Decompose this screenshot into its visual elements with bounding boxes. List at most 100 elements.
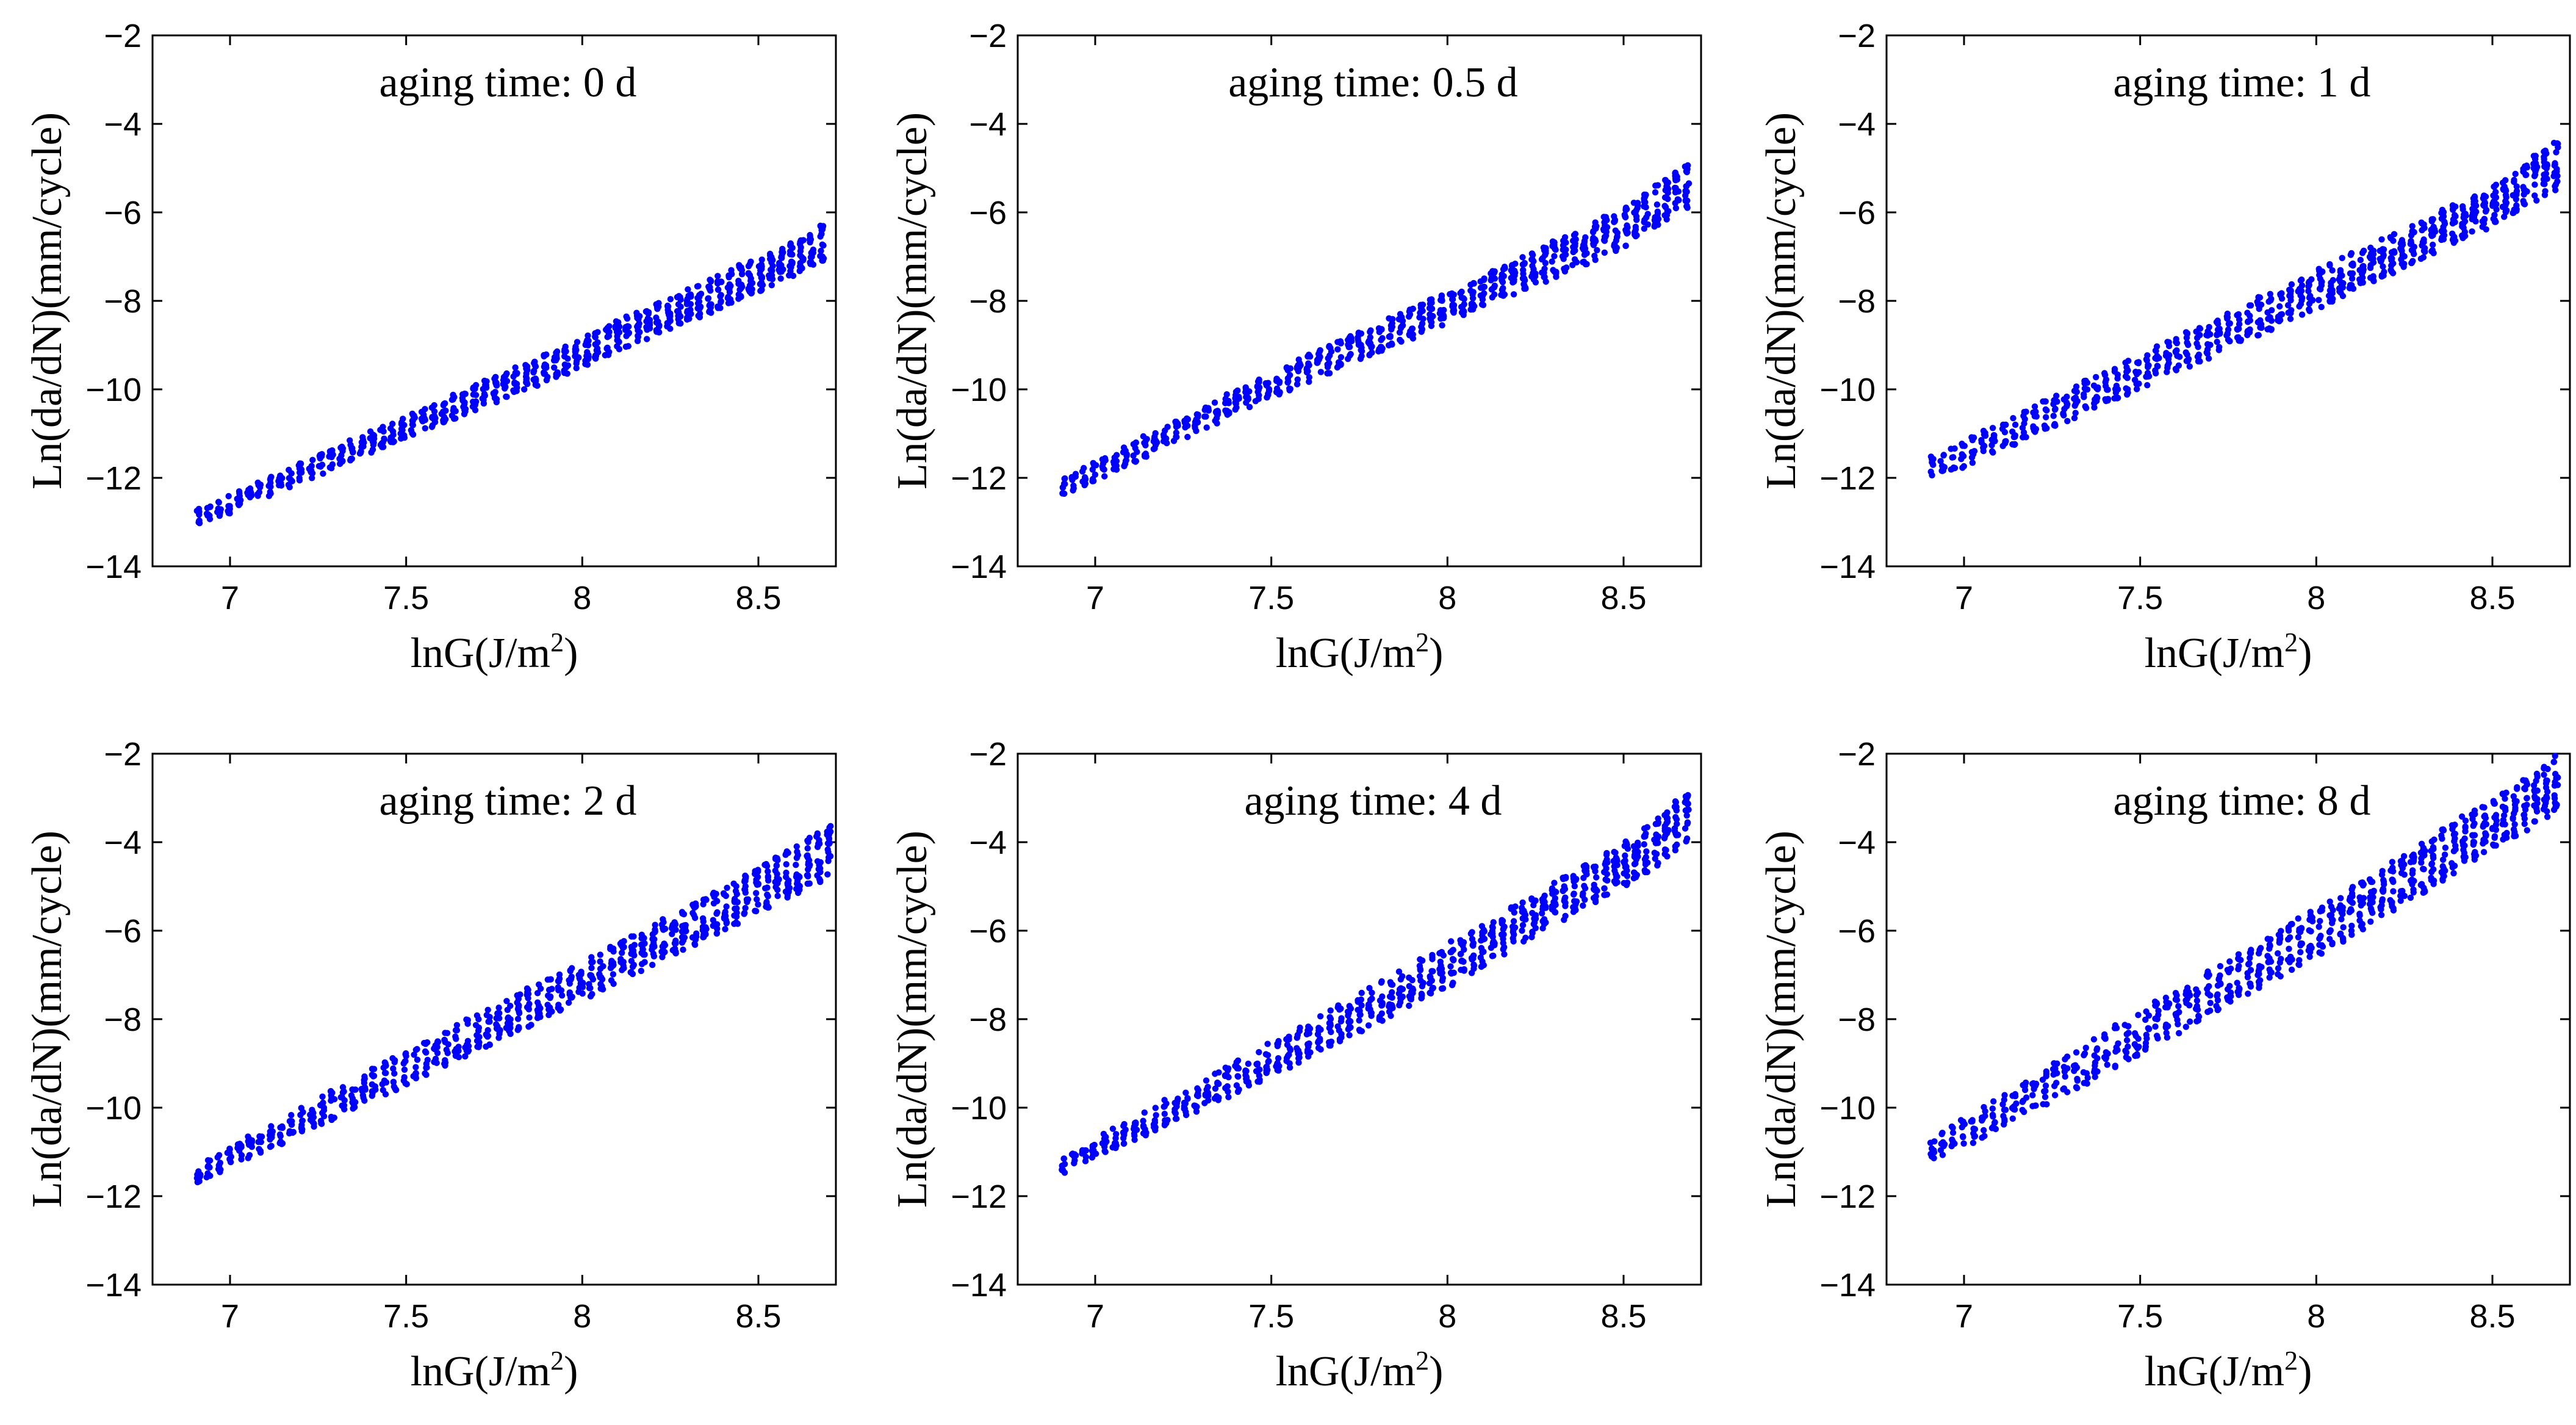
data-point [268, 1123, 275, 1130]
data-point [783, 869, 790, 876]
data-point [2349, 893, 2356, 900]
data-point [636, 329, 643, 336]
data-point [453, 1022, 461, 1029]
data-point [516, 1025, 522, 1032]
data-point [816, 865, 824, 872]
data-point [1937, 458, 1944, 464]
data-point [2439, 876, 2446, 883]
data-point [1203, 413, 1209, 420]
data-point [1542, 259, 1549, 267]
data-point [1561, 234, 1569, 240]
data-point [1256, 378, 1262, 386]
data-point [2429, 247, 2436, 254]
data-point [2287, 316, 2294, 322]
data-point [2012, 433, 2018, 440]
data-point [1316, 348, 1323, 355]
data-point [1347, 1024, 1354, 1031]
data-point [1222, 1064, 1229, 1071]
data-point [1671, 825, 1678, 832]
data-point [2021, 420, 2027, 427]
data-point [767, 273, 774, 280]
data-point [1989, 425, 1996, 431]
data-point [267, 488, 273, 496]
data-point [1551, 245, 1558, 251]
data-point [1396, 329, 1403, 336]
data-point [1345, 336, 1351, 344]
data-point [1470, 952, 1477, 959]
data-point [646, 322, 652, 329]
data-point [2378, 236, 2385, 243]
data-point [424, 1039, 431, 1046]
data-point [2480, 823, 2486, 830]
data-point [796, 263, 804, 270]
data-point [790, 272, 797, 280]
data-point [1927, 468, 1934, 475]
data-point [1622, 242, 1629, 250]
data-point [1449, 296, 1456, 303]
data-point [1183, 422, 1190, 428]
data-point [2305, 287, 2312, 295]
data-point [800, 257, 807, 264]
data-point [1255, 395, 1262, 402]
data-point [2143, 1035, 2150, 1042]
data-point [1672, 185, 1678, 192]
x-tick-label: 7 [221, 1298, 239, 1335]
data-point [1938, 1131, 1945, 1138]
data-point [814, 843, 821, 851]
data-point [2337, 278, 2344, 285]
data-point [1562, 894, 1569, 901]
data-point [2146, 1025, 2153, 1033]
data-point [1498, 286, 1506, 294]
data-point [1969, 460, 1976, 466]
data-point [1366, 984, 1373, 992]
data-point [2072, 394, 2079, 401]
data-point [660, 926, 667, 933]
data-point [2499, 179, 2506, 186]
data-point [549, 986, 555, 992]
data-point [1337, 354, 1345, 361]
data-point [1173, 418, 1180, 425]
data-point [787, 240, 794, 247]
data-point [2469, 206, 2476, 212]
data-point [2042, 425, 2048, 432]
data-point [1528, 256, 1535, 263]
y-tick-label: −6 [969, 195, 1007, 231]
data-point [380, 1064, 387, 1071]
data-point [393, 1086, 400, 1094]
data-point [589, 990, 595, 998]
data-point [1469, 304, 1475, 311]
data-point [299, 1117, 306, 1124]
data-point [1273, 1063, 1279, 1070]
data-point [1988, 436, 1995, 443]
data-point [401, 432, 408, 439]
data-point [2552, 187, 2559, 193]
data-point [2298, 311, 2306, 318]
data-point [2460, 220, 2467, 227]
data-point [714, 278, 721, 285]
data-point [2163, 350, 2170, 356]
data-point [707, 284, 713, 290]
data-point [226, 1156, 233, 1163]
data-point [336, 455, 343, 462]
data-point [765, 874, 772, 881]
data-point [1160, 1103, 1167, 1110]
data-point [827, 823, 834, 829]
data-point [1624, 873, 1631, 879]
data-point [2297, 928, 2304, 936]
data-point [431, 1058, 437, 1066]
data-point [2470, 839, 2477, 845]
data-point [452, 1026, 459, 1034]
data-point [1306, 374, 1312, 381]
data-point [1326, 352, 1333, 359]
data-point [495, 1005, 502, 1011]
data-point [348, 1092, 355, 1099]
data-point [2315, 923, 2322, 930]
data-point [1593, 223, 1600, 229]
data-point [725, 274, 732, 281]
data-point [1121, 1120, 1128, 1128]
data-point [579, 984, 586, 990]
data-point [2236, 316, 2243, 323]
data-point [2152, 1023, 2159, 1030]
data-point [2144, 373, 2151, 380]
